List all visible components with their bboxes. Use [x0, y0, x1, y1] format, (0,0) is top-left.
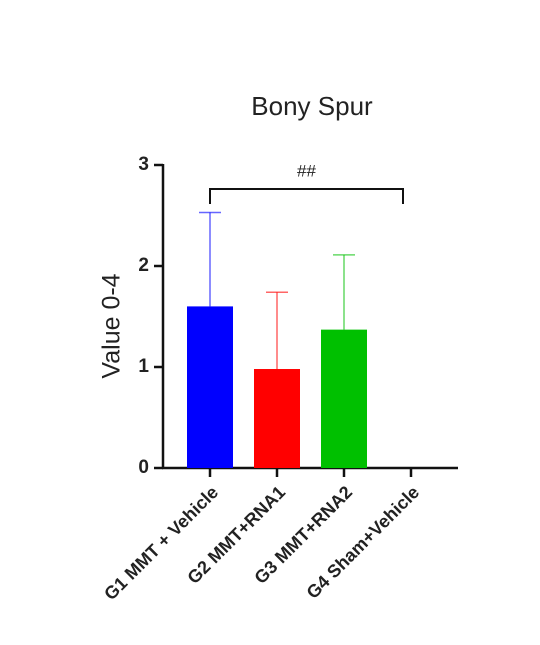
y-tick-label: 1	[138, 356, 149, 377]
bar	[321, 329, 367, 468]
significance-bracket	[209, 188, 404, 204]
y-tick-label: 2	[138, 255, 149, 276]
chart-title: Bony Spur	[251, 91, 373, 121]
annotation: ##	[297, 161, 316, 180]
y-tick-label: 3	[138, 154, 149, 175]
bar	[187, 306, 233, 468]
x-tick-label: G1 MMT + Vehicle	[100, 482, 222, 604]
y-axis-label: Value 0-4	[98, 273, 126, 378]
y-tick-label: 0	[138, 457, 149, 478]
x-tick-label: G4 Sham+Vehicle	[303, 482, 424, 603]
bar	[254, 369, 300, 468]
